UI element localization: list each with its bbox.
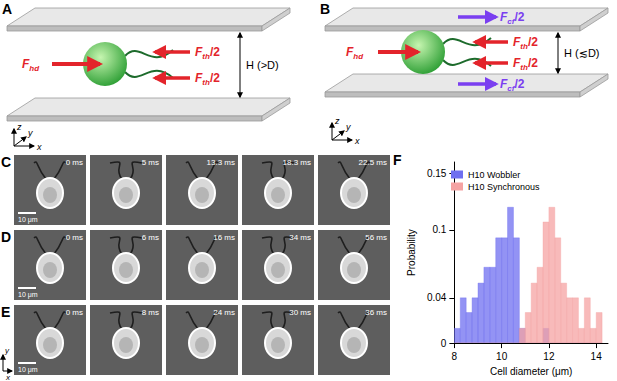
svg-text:y: y [345, 122, 351, 132]
svg-text:H (≲D): H (≲D) [564, 47, 600, 59]
svg-text:0.15: 0.15 [427, 168, 447, 179]
svg-text:13.3 ms: 13.3 ms [207, 158, 235, 167]
svg-text:z: z [16, 122, 22, 132]
svg-text:22.5 ms: 22.5 ms [359, 158, 387, 167]
svg-text:6 ms: 6 ms [142, 233, 159, 242]
svg-text:Fth/2: Fth/2 [513, 56, 538, 72]
svg-text:12: 12 [543, 351, 555, 362]
svg-text:A: A [2, 1, 12, 17]
svg-text:Fcf/2: Fcf/2 [500, 77, 525, 93]
svg-text:y: y [4, 346, 10, 355]
svg-text:H10 Synchronous: H10 Synchronous [468, 182, 540, 192]
svg-text:18.3 ms: 18.3 ms [283, 158, 311, 167]
svg-text:5 ms: 5 ms [142, 158, 159, 167]
svg-text:x: x [5, 373, 11, 381]
svg-text:z: z [334, 116, 340, 126]
svg-text:16 ms: 16 ms [213, 233, 235, 242]
svg-text:0.1: 0.1 [432, 224, 446, 235]
svg-text:x: x [354, 136, 360, 146]
svg-text:8 ms: 8 ms [142, 308, 159, 317]
svg-text:H10 Wobbler: H10 Wobbler [468, 170, 520, 180]
svg-text:x: x [36, 142, 42, 152]
svg-text:0: 0 [441, 338, 447, 349]
svg-text:10: 10 [496, 351, 508, 362]
svg-text:Fth/2: Fth/2 [195, 45, 220, 61]
svg-text:D: D [1, 229, 11, 245]
svg-text:y: y [27, 128, 33, 138]
svg-text:10 μm: 10 μm [18, 291, 38, 299]
svg-text:C: C [1, 154, 11, 170]
svg-text:Fcf/2: Fcf/2 [500, 10, 525, 26]
svg-text:0 ms: 0 ms [66, 308, 83, 317]
svg-text:36 ms: 36 ms [365, 308, 387, 317]
svg-text:10 μm: 10 μm [18, 216, 38, 224]
svg-text:56 ms: 56 ms [365, 233, 387, 242]
svg-text:E: E [1, 304, 10, 320]
svg-text:Probability: Probability [406, 229, 417, 276]
svg-text:H (>D): H (>D) [246, 59, 279, 71]
svg-text:Fhd: Fhd [346, 45, 364, 61]
svg-text:Fhd: Fhd [22, 57, 40, 73]
svg-text:34 ms: 34 ms [289, 233, 311, 242]
svg-text:Fth/2: Fth/2 [513, 35, 538, 51]
svg-text:24 ms: 24 ms [213, 308, 235, 317]
svg-text:F: F [393, 152, 402, 168]
svg-text:0 ms: 0 ms [66, 233, 83, 242]
svg-text:14: 14 [591, 351, 603, 362]
svg-text:0.04: 0.04 [427, 292, 447, 303]
svg-text:Fth/2: Fth/2 [195, 71, 220, 87]
svg-text:Cell diameter (μm): Cell diameter (μm) [490, 366, 572, 377]
svg-text:B: B [320, 1, 330, 17]
svg-text:30 ms: 30 ms [289, 308, 311, 317]
svg-text:0 ms: 0 ms [66, 158, 83, 167]
svg-text:8: 8 [452, 351, 458, 362]
svg-text:10 μm: 10 μm [18, 366, 38, 374]
